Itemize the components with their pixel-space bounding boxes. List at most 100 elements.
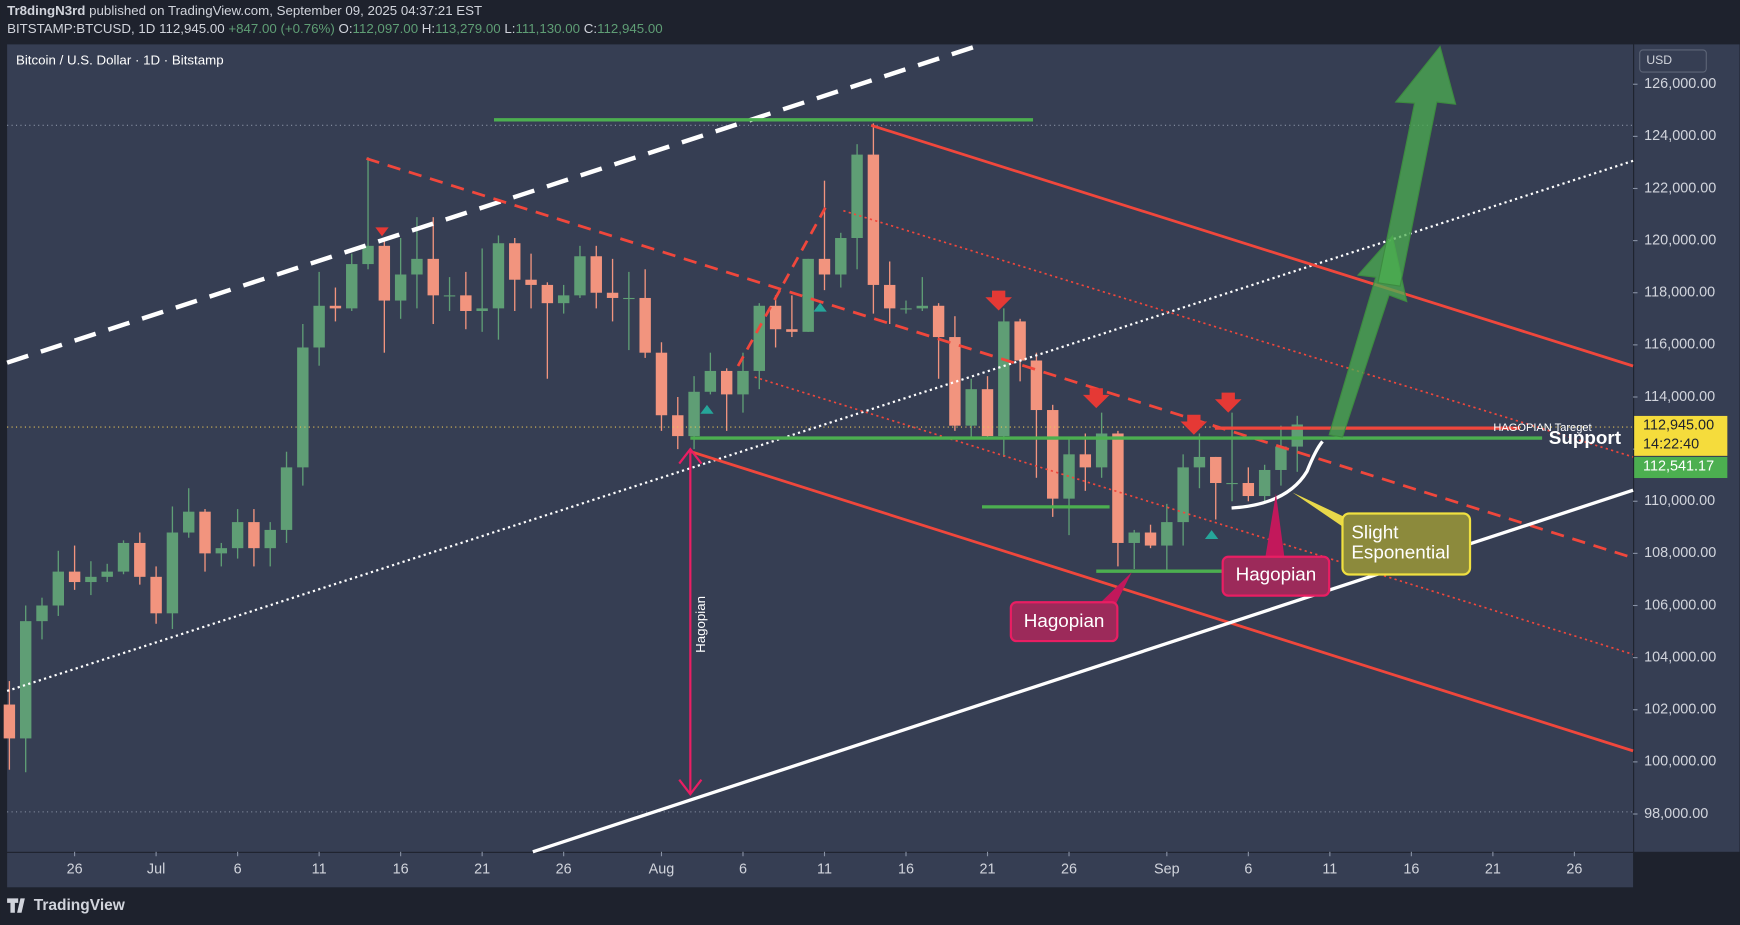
price-label: 112,541.17 (1643, 459, 1714, 475)
candle-body (720, 370, 733, 395)
y-tick-label: 116,000.00 (1644, 337, 1715, 353)
callout-text: Slight (1351, 521, 1399, 542)
candle-body (427, 258, 439, 296)
candle-body (965, 389, 977, 426)
price-box (1634, 456, 1728, 479)
candle-body (460, 295, 472, 311)
header-quote: BITSTAMP:BTCUSD, 1D 112,945.00 +847.00 (… (7, 20, 663, 35)
candle-body (639, 297, 651, 353)
o-label: O: (339, 20, 353, 35)
candle-body (851, 154, 863, 239)
candle-body (1014, 321, 1026, 361)
candle-body (264, 529, 276, 549)
channel-line (870, 124, 1634, 368)
candle-body (248, 522, 260, 549)
candle-body (1063, 454, 1075, 499)
channel-line (689, 450, 1634, 753)
support-label: Support (1549, 427, 1622, 448)
callout-box (1221, 555, 1331, 597)
candle-body (52, 571, 65, 606)
candle-body (655, 352, 668, 416)
signal-marker (700, 404, 714, 414)
candle-body (835, 238, 847, 275)
candle-body (1275, 446, 1287, 470)
y-tick-label: 118,000.00 (1644, 285, 1715, 301)
signal-marker (813, 302, 827, 312)
down-marker (1214, 392, 1242, 413)
candle-body (166, 532, 179, 614)
candle-body (134, 542, 146, 577)
x-tick-label: 6 (739, 861, 747, 877)
candle-body (509, 243, 521, 280)
x-tick-label: 16 (393, 861, 409, 877)
candle-body (704, 370, 717, 392)
y-tick-label: 114,000.00 (1644, 389, 1715, 405)
down-marker (1082, 388, 1110, 409)
candle-body (443, 295, 456, 297)
trend-line (6, 159, 1634, 693)
candle-body (1144, 532, 1157, 546)
candle-body (150, 576, 162, 614)
y-tick-label: 98,000.00 (1644, 806, 1708, 822)
h-label: H: (422, 20, 435, 35)
candle-body (998, 321, 1010, 437)
x-tick-label: 11 (312, 861, 327, 877)
candle-body (1030, 360, 1043, 411)
c: 112,945.00 (597, 20, 663, 35)
l-label: L: (504, 20, 515, 35)
candle-body (786, 329, 798, 332)
currency-box (1639, 49, 1707, 73)
channel-line (754, 376, 1634, 656)
c-label: C: (584, 20, 597, 35)
channel-line (843, 209, 1634, 458)
candle-body (1079, 454, 1092, 468)
callout-text: Hagopian (1236, 564, 1317, 585)
candle-body (215, 548, 228, 554)
y-tick-label: 110,000.00 (1644, 493, 1715, 509)
brand: TradingView (34, 897, 126, 914)
candle-body (117, 542, 130, 572)
candle-body (297, 347, 309, 468)
candle-body (818, 258, 831, 275)
y-tick-label: 126,000.00 (1644, 76, 1716, 92)
y-tick-label: 104,000.00 (1644, 649, 1716, 665)
chart-title: Bitcoin / U.S. Dollar · 1D · Bitstamp (16, 53, 224, 68)
author: Tr8dingN3rd (7, 3, 85, 18)
candle-body (753, 305, 765, 371)
x-tick-label: 26 (1061, 861, 1077, 877)
candle-body (590, 256, 602, 293)
signal-marker (1204, 530, 1219, 540)
down-marker (1180, 414, 1208, 435)
last-price-label: 112,945.00 (1643, 418, 1714, 434)
plot-area (7, 44, 1634, 852)
callout-pointer (1264, 493, 1285, 561)
target-label: HAGOPIAN Tareget (1493, 422, 1591, 434)
candle-body (981, 389, 994, 437)
candle-body (769, 305, 782, 330)
candle-body (476, 308, 488, 311)
candle-body (1128, 532, 1140, 543)
currency-label: USD (1646, 53, 1672, 67)
projection-arrow (1377, 45, 1457, 287)
header-line: Tr8dingN3rd published on TradingView.com… (7, 3, 482, 18)
y-tick-label: 102,000.00 (1644, 702, 1716, 718)
o: 112,097.00 (353, 20, 419, 35)
x-tick-label: Aug (649, 861, 675, 877)
candle-body (867, 154, 880, 285)
countdown-label: 14:22:40 (1643, 437, 1699, 453)
arrow-head (678, 779, 703, 796)
x-tick-label: 6 (234, 861, 242, 877)
x-tick-label: 16 (1403, 861, 1419, 877)
x-tick-label: 6 (1244, 861, 1252, 877)
curve (1231, 440, 1324, 510)
candle-body (916, 305, 929, 309)
x-tick-label: Jul (147, 861, 165, 877)
candle-body (85, 576, 97, 583)
candle-body (492, 243, 505, 309)
candle-body (1047, 410, 1059, 499)
x-tick-label: 26 (1566, 861, 1582, 877)
l: 111,130.00 (515, 20, 580, 35)
x-tick-label: 11 (1322, 861, 1337, 877)
candle-body (574, 256, 586, 296)
callout-pointer (1098, 572, 1132, 608)
